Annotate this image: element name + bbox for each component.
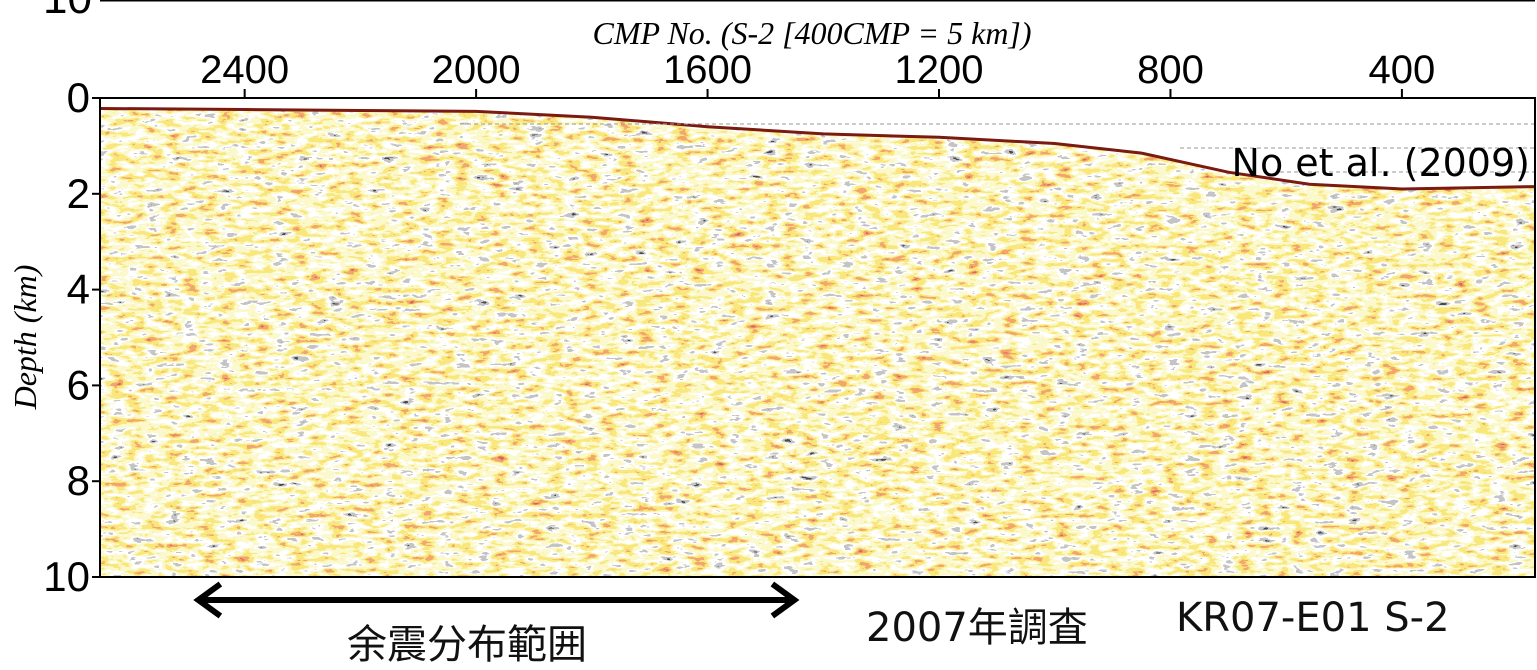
- x-tick-label: 2000: [432, 48, 521, 92]
- y-tick-label: 10: [43, 553, 90, 600]
- dashed-depth-guides: [460, 123, 1535, 173]
- y-tick-label: 8: [67, 457, 90, 504]
- plot-area: [100, 98, 1535, 577]
- x-axis-ticks: 2400 2000 1600 1200 800 400: [200, 48, 1435, 98]
- survey-line-name: KR07-E01 S-2: [1176, 595, 1450, 641]
- x-axis-title: CMP No. (S-2 [400CMP = 5 km]): [592, 15, 1031, 51]
- aftershock-range-arrow: [193, 581, 800, 619]
- seafloor-reflector: [100, 107, 1535, 191]
- y-tick-label: 0: [67, 74, 90, 121]
- x-tick-label: 1200: [895, 48, 984, 92]
- x-tick-label: 1600: [663, 48, 752, 92]
- upper-panel-stub-tick-label: 10: [43, 0, 92, 23]
- y-axis-ticks: 0 2 4 6 8 10: [43, 74, 100, 600]
- x-tick-label: 800: [1137, 48, 1204, 92]
- y-tick-label: 4: [67, 266, 90, 313]
- plot-frame: [99, 97, 1536, 578]
- aftershock-range-label: 余震分布範囲: [347, 622, 587, 668]
- y-tick-label: 2: [67, 170, 90, 217]
- survey-year-label: 2007年調査: [866, 605, 1088, 651]
- seismic-reflection-image: [100, 108, 1535, 577]
- y-tick-label: 6: [67, 361, 90, 408]
- reference-label: No et al. (2009): [1232, 141, 1530, 185]
- x-tick-label: 2400: [200, 48, 289, 92]
- x-tick-label: 400: [1369, 48, 1436, 92]
- y-axis-title: Depth (km): [7, 265, 43, 411]
